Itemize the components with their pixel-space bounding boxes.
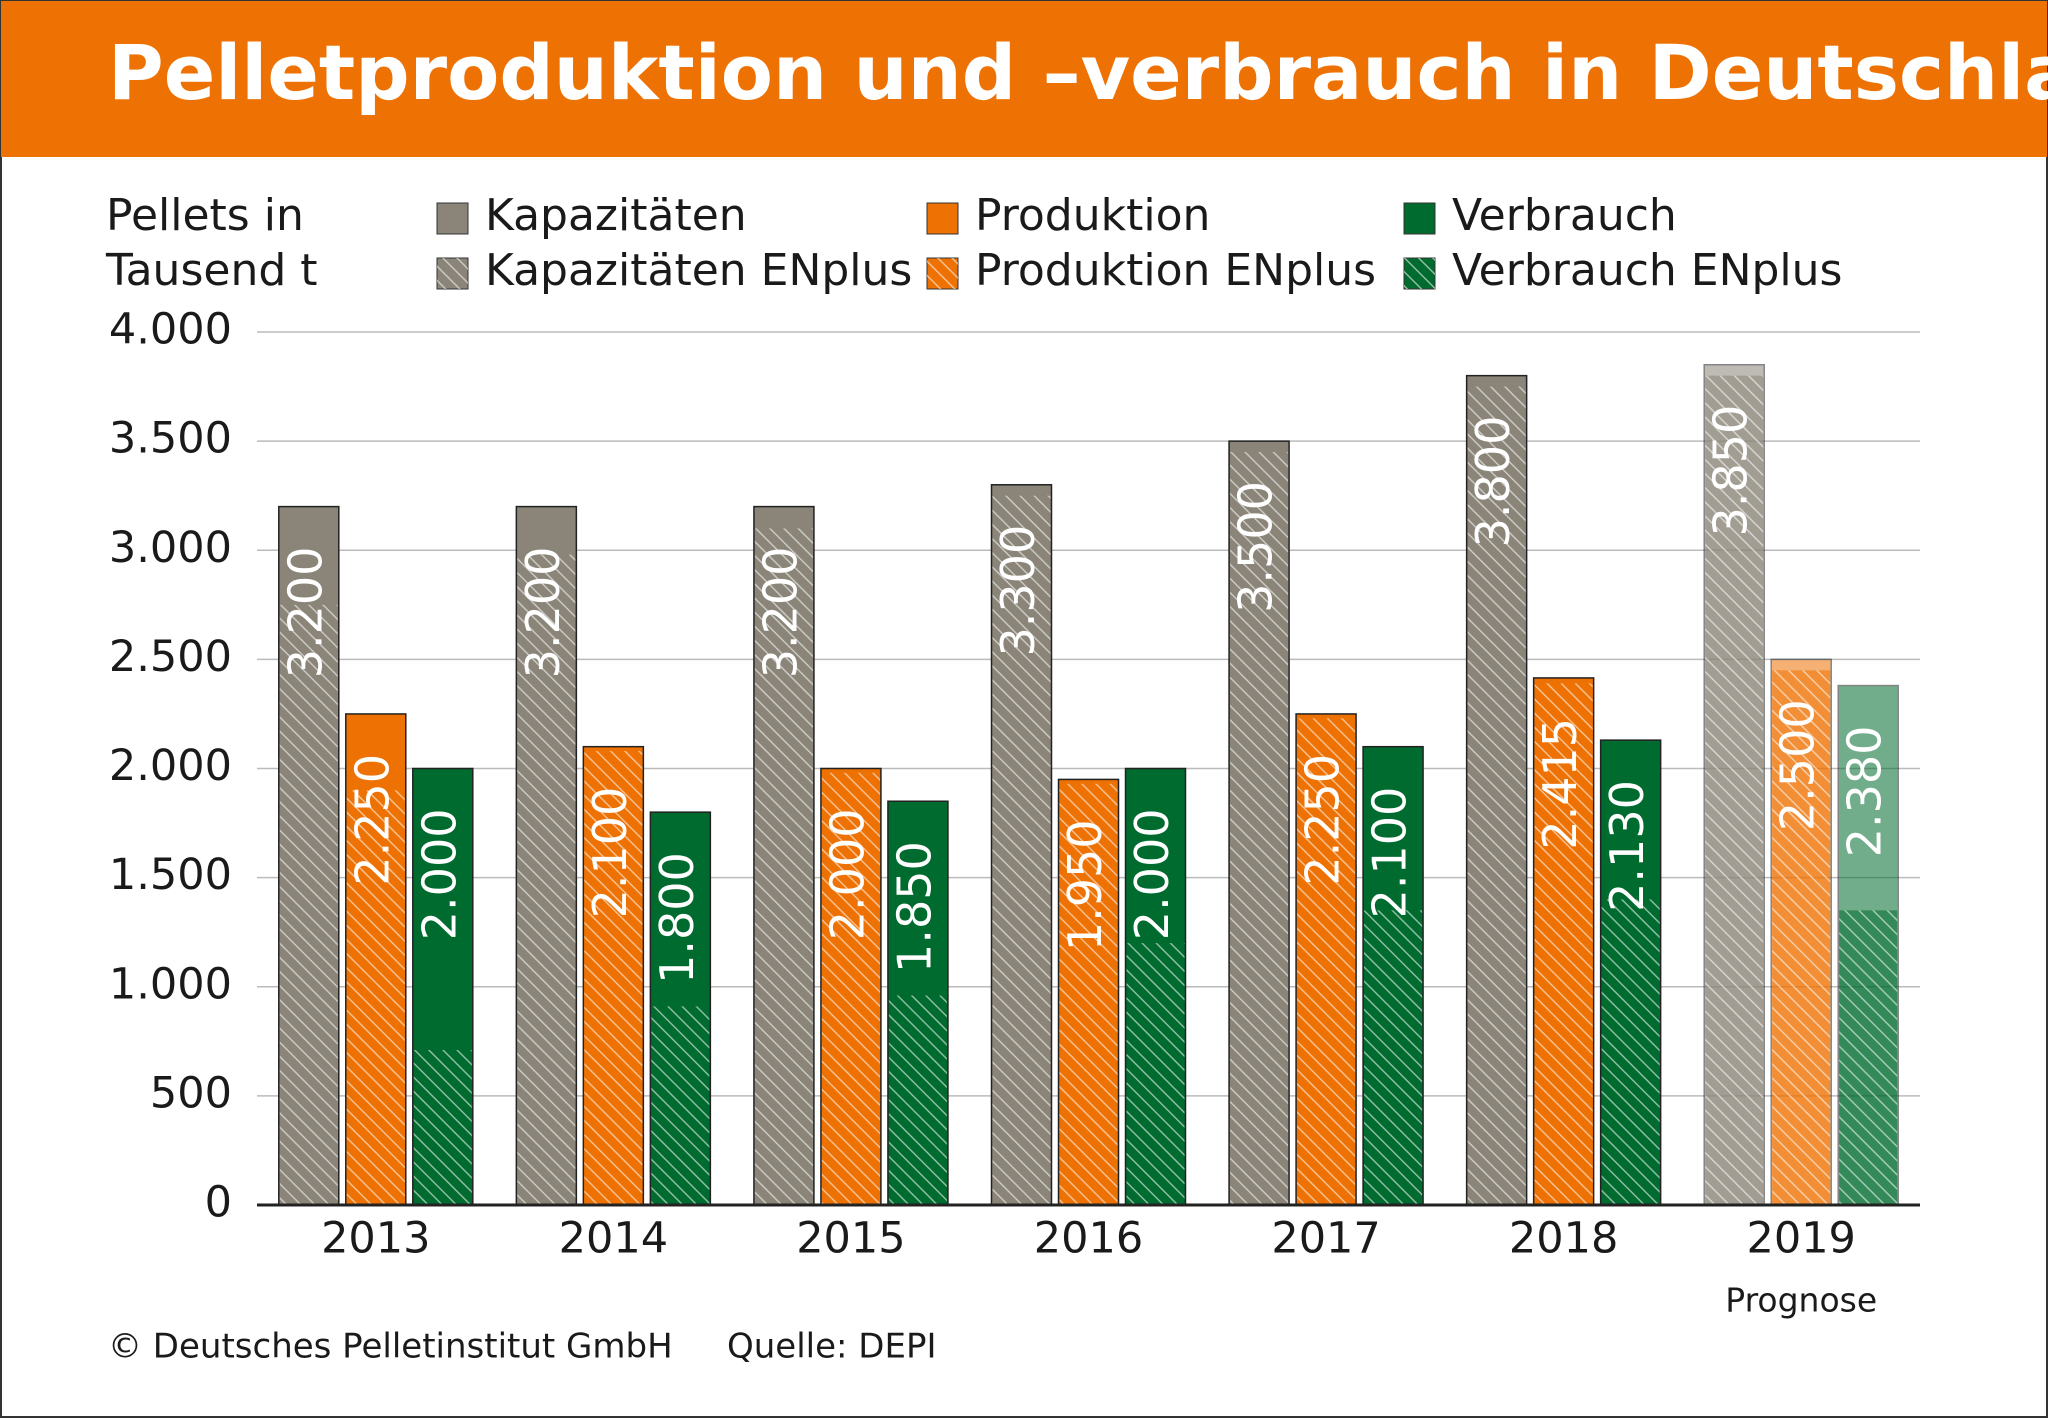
bar-enplus-hatch <box>517 554 576 1205</box>
x-tick-label: 2016 <box>1034 1214 1143 1264</box>
x-tick-label: 2013 <box>321 1214 430 1264</box>
legend-label: Verbrauch <box>1452 190 1677 241</box>
legend-label: Kapazitäten ENplus <box>485 245 912 296</box>
legend-hatch <box>927 258 958 289</box>
value-label: 2.000 <box>412 809 466 941</box>
legend-swatch <box>436 202 469 235</box>
value-label: 2.000 <box>1125 809 1179 941</box>
footer-source: Quelle: DEPI <box>727 1327 937 1367</box>
bar-enplus-hatch <box>1534 683 1593 1205</box>
title-bar <box>1 1 2047 157</box>
bar-enplus-hatch <box>821 772 880 1205</box>
y-tick-label: 2.500 <box>109 632 232 682</box>
bar-enplus-hatch <box>584 751 643 1205</box>
value-label: 3.800 <box>1466 416 1520 548</box>
y-tick-label: 3.000 <box>109 523 232 573</box>
bar-enplus-hatch <box>1059 783 1118 1205</box>
bar-enplus-hatch <box>754 528 813 1205</box>
footer-copyright: © Deutsches Pelletinstitut GmbH <box>108 1327 673 1367</box>
bar-enplus-hatch <box>279 604 338 1205</box>
value-label: 2.250 <box>1296 754 1350 886</box>
bar-enplus-hatch <box>1467 386 1526 1205</box>
y-tick-label: 4.000 <box>109 305 232 355</box>
y-tick-label: 1.000 <box>109 959 232 1009</box>
value-label: 3.200 <box>278 547 332 679</box>
legend-label: Kapazitäten <box>485 190 747 241</box>
legend-swatch <box>1403 202 1436 235</box>
y-tick-label: 2.000 <box>109 741 232 791</box>
bar-enplus-hatch <box>888 995 947 1205</box>
value-label: 1.850 <box>887 841 941 973</box>
value-label: 3.500 <box>1229 481 1283 613</box>
x-tick-label: 2015 <box>796 1214 905 1264</box>
bar-enplus-hatch <box>651 1006 710 1205</box>
value-label: 2.100 <box>1363 787 1417 919</box>
y-tick-label: 500 <box>150 1068 232 1118</box>
value-label: 3.200 <box>753 547 807 679</box>
legend-label: Produktion ENplus <box>975 245 1376 296</box>
y-axis-label: Tausend t <box>105 245 318 296</box>
value-label: 1.800 <box>650 852 704 984</box>
value-label: 1.950 <box>1058 819 1112 951</box>
value-label: 2.130 <box>1600 780 1654 912</box>
x-tick-label: 2018 <box>1509 1214 1618 1264</box>
bar-enplus-hatch <box>1705 375 1764 1205</box>
legend-hatch <box>437 258 468 289</box>
legend-swatch <box>926 202 959 235</box>
bar-enplus-hatch <box>1230 452 1289 1206</box>
x-tick-label: 2014 <box>559 1214 668 1264</box>
y-axis-label: Pellets in <box>106 190 304 241</box>
bar-enplus-hatch <box>1839 910 1898 1205</box>
annotation: Prognose <box>1725 1281 1877 1320</box>
value-label: 3.300 <box>991 525 1045 657</box>
value-label: 2.250 <box>345 754 399 886</box>
value-label: 2.000 <box>820 809 874 941</box>
x-tick-label: 2017 <box>1271 1214 1380 1264</box>
value-label: 2.380 <box>1838 726 1892 858</box>
legend-label: Verbrauch ENplus <box>1452 245 1842 296</box>
bar-enplus-hatch <box>1772 670 1831 1205</box>
value-label: 2.500 <box>1771 699 1825 831</box>
value-label: 2.415 <box>1533 718 1587 850</box>
bar-enplus-hatch <box>992 495 1051 1205</box>
x-tick-label: 2019 <box>1746 1214 1855 1264</box>
y-tick-label: 0 <box>205 1178 232 1228</box>
bar-enplus-hatch <box>1297 718 1356 1205</box>
value-label: 3.850 <box>1704 405 1758 537</box>
y-tick-label: 3.500 <box>109 414 232 464</box>
bar-enplus-hatch <box>1364 910 1423 1205</box>
legend-label: Produktion <box>975 190 1210 241</box>
bar-enplus-hatch <box>413 1050 472 1205</box>
value-label: 2.100 <box>583 787 637 919</box>
bar-enplus-hatch <box>346 790 405 1205</box>
value-label: 3.200 <box>516 547 570 679</box>
bar-enplus-hatch <box>1126 943 1185 1205</box>
legend-hatch <box>1404 258 1435 289</box>
y-tick-label: 1.500 <box>109 850 232 900</box>
bar-enplus-hatch <box>1601 899 1660 1205</box>
chart-title: Pelletproduktion und –verbrauch in Deuts… <box>108 28 2048 117</box>
